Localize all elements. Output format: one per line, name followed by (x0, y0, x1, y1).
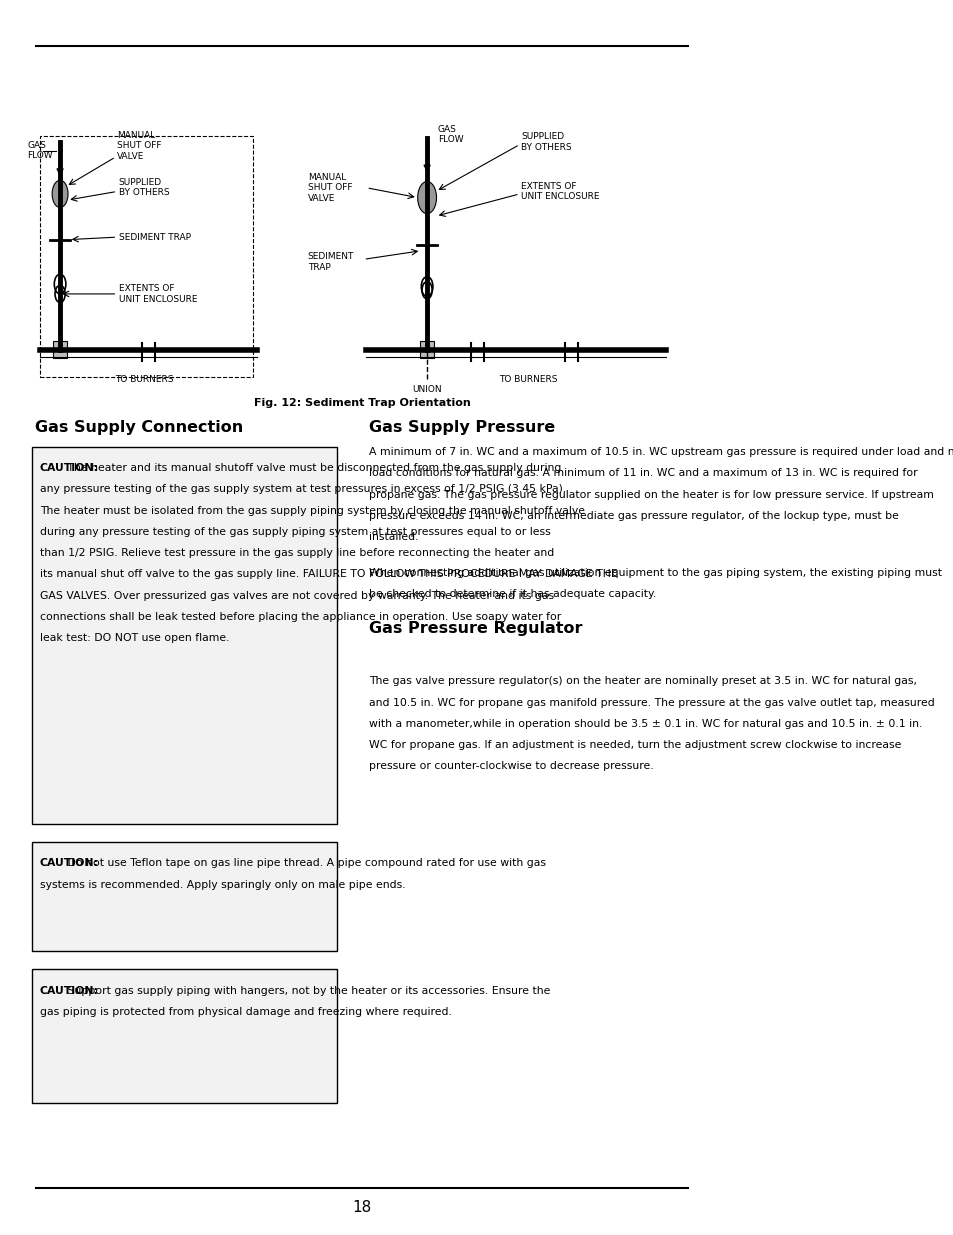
Text: load conditions for natural gas. A minimum of 11 in. WC and a maximum of 13 in. : load conditions for natural gas. A minim… (369, 468, 917, 478)
Text: systems is recommended. Apply sparingly only on male pipe ends.: systems is recommended. Apply sparingly … (40, 879, 405, 889)
Text: The heater and its manual shutoff valve must be disconnected from the gas supply: The heater and its manual shutoff valve … (65, 463, 561, 473)
Text: connections shall be leak tested before placing the appliance in operation. Use : connections shall be leak tested before … (40, 611, 560, 621)
Text: than 1/2 PSIG. Relieve test pressure in the gas supply line before reconnecting : than 1/2 PSIG. Relieve test pressure in … (40, 548, 554, 558)
Text: be checked to determine if it has adequate capacity.: be checked to determine if it has adequa… (369, 589, 656, 599)
Text: any pressure testing of the gas supply system at test pressures in excess of 1/2: any pressure testing of the gas supply s… (40, 484, 565, 494)
Text: CAUTION:: CAUTION: (40, 463, 99, 473)
Text: propane gas. The gas pressure regulator supplied on the heater is for low pressu: propane gas. The gas pressure regulator … (369, 489, 933, 499)
Text: Support gas supply piping with hangers, not by the heater or its accessories. En: Support gas supply piping with hangers, … (65, 986, 550, 995)
Text: Gas Pressure Regulator: Gas Pressure Regulator (369, 621, 582, 636)
Bar (31, 842, 337, 951)
Text: GAS VALVES. Over pressurized gas valves are not covered by warranty. The heater : GAS VALVES. Over pressurized gas valves … (40, 590, 554, 600)
Text: 18: 18 (352, 1200, 371, 1215)
Text: during any pressure testing of the gas supply piping system at test pressures eq: during any pressure testing of the gas s… (40, 527, 550, 537)
Text: Fig. 12: Sediment Trap Orientation: Fig. 12: Sediment Trap Orientation (253, 398, 470, 408)
Text: GAS
FLOW: GAS FLOW (28, 141, 53, 161)
Text: SUPPLIED
BY OTHERS: SUPPLIED BY OTHERS (118, 178, 170, 198)
Text: TO BURNERS: TO BURNERS (498, 375, 558, 384)
Text: EXTENTS OF
UNIT ENCLOSURE: EXTENTS OF UNIT ENCLOSURE (118, 284, 197, 304)
Text: MANUAL
SHUT OFF
VALVE: MANUAL SHUT OFF VALVE (117, 131, 162, 161)
Text: gas piping is protected from physical damage and freezing where required.: gas piping is protected from physical da… (40, 1007, 451, 1016)
Text: CAUTION:: CAUTION: (40, 986, 99, 995)
Text: SEDIMENT
TRAP: SEDIMENT TRAP (307, 252, 354, 272)
Bar (419, 341, 434, 358)
Bar (31, 969, 337, 1103)
Text: When connecting additional gas utilization equipment to the gas piping system, t: When connecting additional gas utilizati… (369, 568, 942, 578)
Text: CAUTION:: CAUTION: (40, 858, 99, 868)
Text: Gas Supply Connection: Gas Supply Connection (34, 420, 243, 435)
Text: SEDIMENT TRAP: SEDIMENT TRAP (118, 232, 191, 242)
Circle shape (52, 180, 68, 207)
Text: SUPPLIED
BY OTHERS: SUPPLIED BY OTHERS (520, 132, 571, 152)
Text: UNION: UNION (412, 385, 441, 394)
Bar (52, 341, 68, 358)
Text: Gas Supply Pressure: Gas Supply Pressure (369, 420, 555, 435)
Text: with a manometer,while in operation should be 3.5 ± 0.1 in. WC for natural gas a: with a manometer,while in operation shou… (369, 719, 922, 729)
Text: The gas valve pressure regulator(s) on the heater are nominally preset at 3.5 in: The gas valve pressure regulator(s) on t… (369, 677, 916, 687)
Text: TO BURNERS: TO BURNERS (115, 375, 173, 384)
Text: A minimum of 7 in. WC and a maximum of 10.5 in. WC upstream gas pressure is requ: A minimum of 7 in. WC and a maximum of 1… (369, 447, 953, 457)
Bar (40, 136, 253, 377)
Text: pressure exceeds 14 in. WC, an intermediate gas pressure regulator, of the locku: pressure exceeds 14 in. WC, an intermedi… (369, 511, 898, 521)
Text: The heater must be isolated from the gas supply piping system by closing the man: The heater must be isolated from the gas… (40, 505, 584, 515)
Text: installed.: installed. (369, 532, 418, 542)
Text: MANUAL
SHUT OFF
VALVE: MANUAL SHUT OFF VALVE (307, 173, 352, 203)
Text: and 10.5 in. WC for propane gas manifold pressure. The pressure at the gas valve: and 10.5 in. WC for propane gas manifold… (369, 698, 934, 708)
Text: GAS
FLOW: GAS FLOW (437, 125, 463, 144)
Bar (31, 447, 337, 824)
Text: leak test: DO NOT use open flame.: leak test: DO NOT use open flame. (40, 634, 229, 643)
Text: its manual shut off valve to the gas supply line. FAILURE TO FOLLOW THIS PROCEDU: its manual shut off valve to the gas sup… (40, 569, 617, 579)
Circle shape (417, 182, 436, 214)
Text: EXTENTS OF
UNIT ENCLOSURE: EXTENTS OF UNIT ENCLOSURE (520, 182, 599, 201)
Text: pressure or counter-clockwise to decrease pressure.: pressure or counter-clockwise to decreas… (369, 762, 653, 772)
Text: Do not use Teflon tape on gas line pipe thread. A pipe compound rated for use wi: Do not use Teflon tape on gas line pipe … (65, 858, 546, 868)
Text: WC for propane gas. If an adjustment is needed, turn the adjustment screw clockw: WC for propane gas. If an adjustment is … (369, 740, 901, 750)
